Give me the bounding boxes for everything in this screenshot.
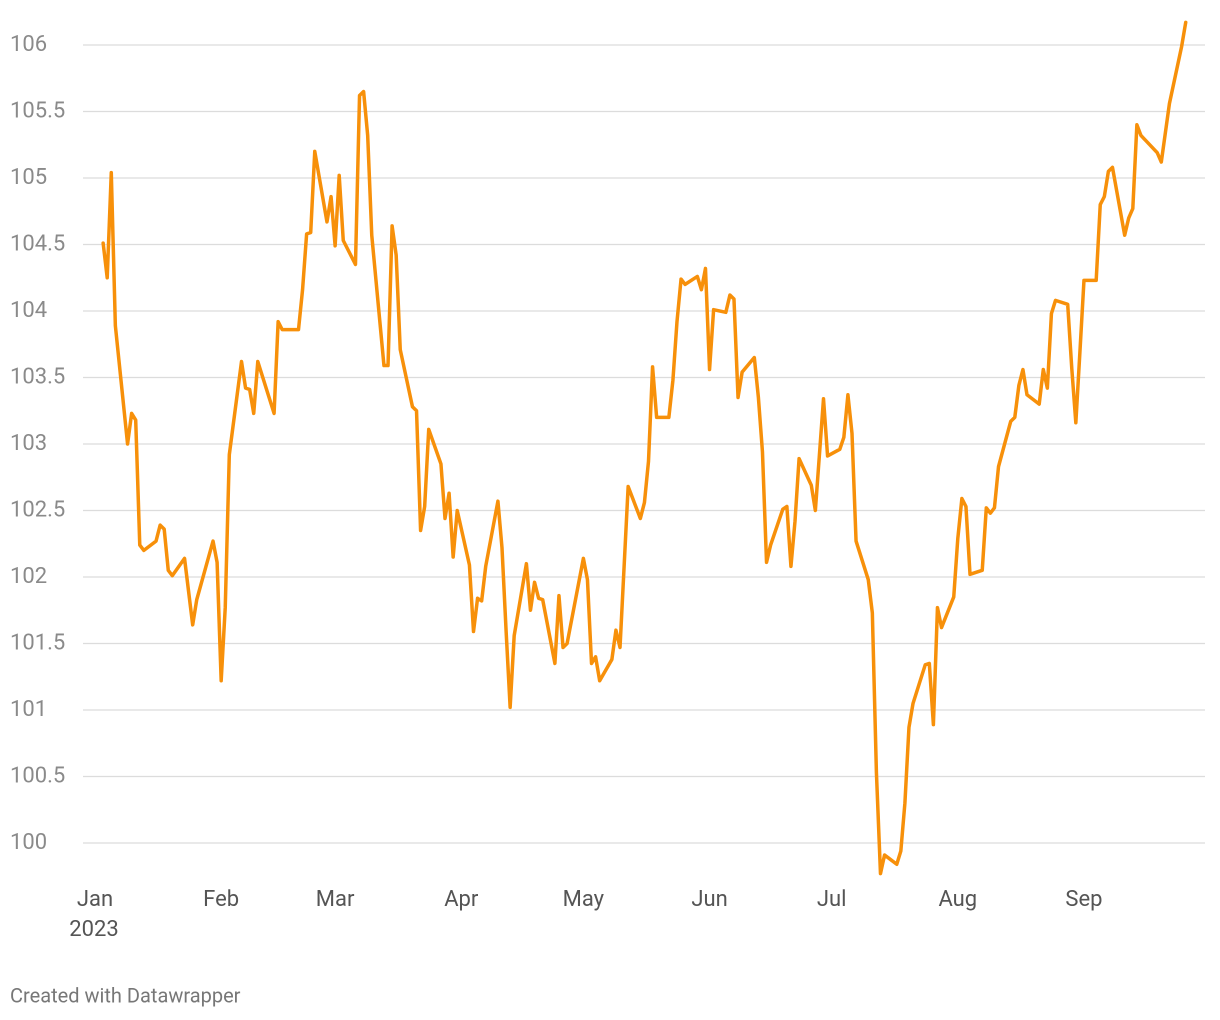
y-tick-label: 102 bbox=[10, 564, 47, 589]
x-tick-label: Aug bbox=[938, 887, 977, 912]
y-tick-label: 104 bbox=[10, 298, 47, 323]
y-tick-label: 105 bbox=[10, 165, 47, 190]
y-tick-label: 103.5 bbox=[10, 364, 65, 389]
x-tick-label: Feb bbox=[203, 887, 239, 912]
y-tick-label: 101 bbox=[10, 697, 47, 722]
x-tick-label: May bbox=[563, 887, 605, 912]
y-tick-label: 101.5 bbox=[10, 630, 65, 655]
credit: Created with Datawrapper bbox=[10, 983, 241, 1007]
y-tick-label: 100.5 bbox=[10, 763, 65, 788]
line bbox=[101, 20, 1188, 876]
y-tick-label: 104.5 bbox=[10, 231, 65, 256]
x-year-label: 2023 bbox=[69, 917, 118, 942]
x-tick-label: Jul bbox=[817, 887, 847, 912]
y-tick-label: 105.5 bbox=[10, 98, 65, 123]
x-tick-label: Apr bbox=[444, 887, 479, 912]
x-tick-label: Sep bbox=[1065, 887, 1102, 912]
y-tick-label: 103 bbox=[10, 431, 47, 456]
y-tick-label: 102.5 bbox=[10, 497, 65, 522]
x-tick-label: Jun bbox=[691, 887, 727, 912]
y-tick-label: 106 bbox=[10, 32, 47, 57]
x-tick-label: Jan bbox=[77, 887, 113, 912]
x-tick-label: Mar bbox=[316, 887, 355, 912]
y-tick-label: 100 bbox=[10, 830, 47, 855]
